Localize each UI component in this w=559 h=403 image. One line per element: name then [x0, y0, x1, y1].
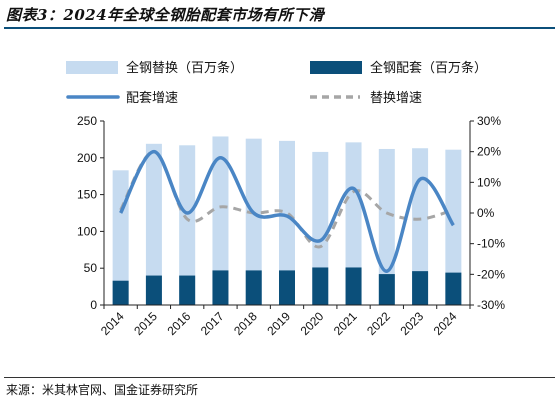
legend-label-oe-growth: 配套增速 — [126, 90, 178, 106]
y2-tick-label: 0% — [477, 206, 495, 220]
bar-oe — [245, 270, 262, 305]
legend-label-replacement-growth: 替换增速 — [370, 91, 422, 106]
x-tick-label: 2017 — [198, 309, 227, 338]
y-tick-label: 250 — [77, 114, 97, 128]
bar-oe — [145, 275, 162, 305]
source-divider — [4, 377, 555, 378]
bar-replacement — [179, 145, 196, 305]
bar-replacement — [145, 143, 162, 305]
bar-oe — [179, 275, 196, 305]
y2-tick-label: 10% — [477, 175, 501, 189]
line-replacement-growth — [119, 150, 454, 249]
bar-replacement — [345, 142, 362, 305]
bar-oe — [445, 272, 462, 305]
y-tick-label: 150 — [77, 188, 97, 202]
y-tick-label: 50 — [84, 261, 98, 275]
bar-replacement — [212, 136, 229, 305]
y-tick-label: 0 — [90, 298, 97, 312]
legend-label-replacement: 全钢替换（百万条） — [126, 60, 243, 76]
bar-replacement — [245, 138, 262, 305]
chart-title: 图表3：2024年全球全钢胎配套市场有所下滑 — [6, 6, 325, 24]
x-tick-label: 2014 — [98, 309, 127, 338]
bar-oe — [212, 270, 229, 305]
bar-replacement — [312, 151, 329, 305]
bar-oe — [312, 267, 329, 305]
y2-tick-label: -20% — [477, 267, 505, 281]
legend: 全钢替换（百万条） 全钢配套（百万条） 配套增速 替换增速 — [66, 60, 487, 106]
x-tick-label: 2015 — [131, 309, 160, 338]
bar-oe — [279, 270, 295, 305]
x-tick-label: 2024 — [431, 309, 460, 338]
x-tick-label: 2018 — [231, 309, 260, 338]
line-oe-growth — [119, 149, 455, 274]
y-tick-label: 100 — [77, 224, 97, 238]
y2-tick-label: 20% — [477, 145, 501, 159]
bar-oe — [112, 280, 129, 305]
legend-swatch-replacement — [66, 61, 118, 74]
y-tick-label: 200 — [77, 151, 97, 165]
bar-oe — [345, 267, 362, 305]
legend-swatch-oe — [310, 61, 362, 74]
bar-oe — [378, 274, 395, 305]
x-tick-label: 2019 — [264, 309, 293, 338]
x-tick-label: 2020 — [298, 309, 327, 338]
x-tick-label: 2021 — [331, 309, 360, 338]
plot-area: 0 50 100 150 200 250 -30% -20% -10% 0% 10% 20% 30% 20… — [77, 114, 505, 338]
bar-replacement — [445, 149, 462, 305]
source-note: 来源：米其林官网、国金证券研究所 — [6, 383, 199, 397]
legend-label-oe: 全钢配套（百万条） — [370, 60, 487, 76]
y2-tick-label: 30% — [477, 114, 501, 128]
bar-oe — [412, 271, 429, 305]
title-divider — [4, 27, 555, 29]
bar-replacement — [279, 140, 295, 305]
x-tick-label: 2022 — [364, 309, 393, 338]
x-tick-label: 2023 — [397, 309, 426, 338]
chart: 全钢替换（百万条） 全钢配套（百万条） 配套增速 替换增速 0 50 100 150 2… — [66, 60, 505, 338]
y2-tick-label: -30% — [477, 298, 505, 312]
y2-tick-label: -10% — [477, 237, 505, 251]
x-tick-label: 2016 — [165, 309, 194, 338]
